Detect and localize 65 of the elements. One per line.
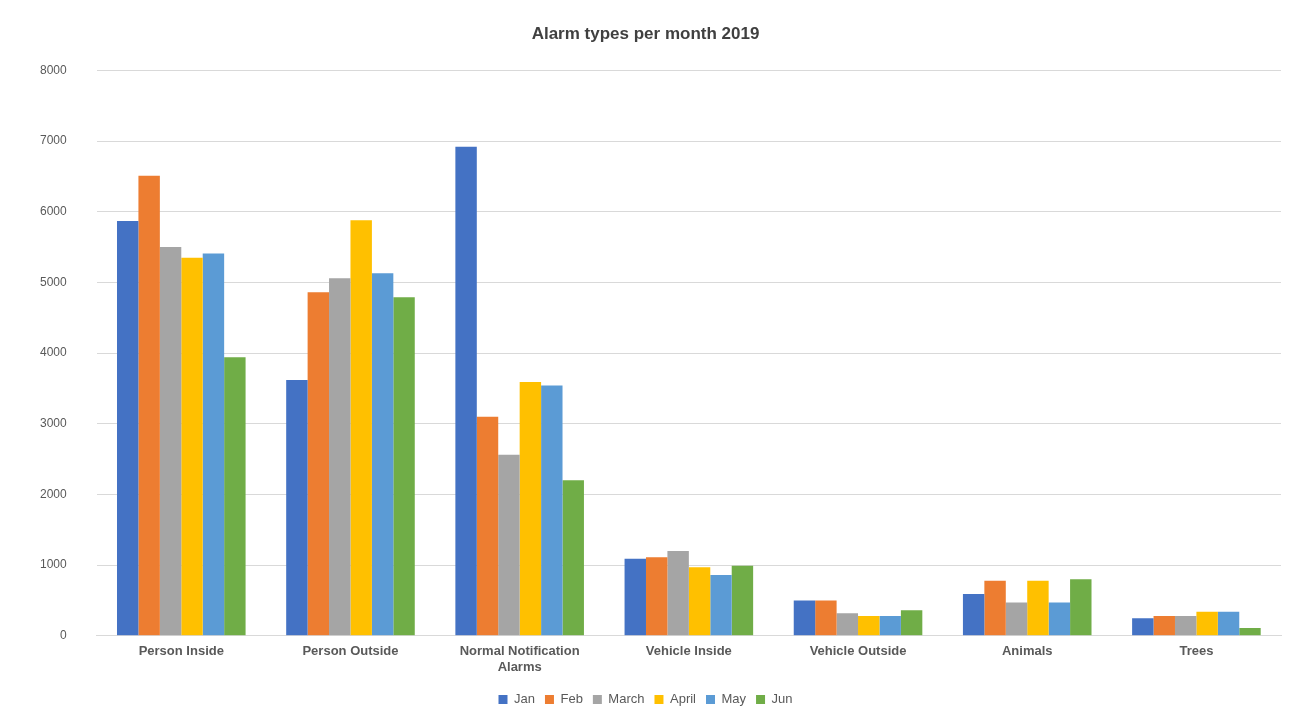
bar (202, 253, 225, 636)
bar (1048, 602, 1071, 636)
bar (815, 600, 837, 636)
legend-label: May (721, 691, 747, 707)
bar (667, 550, 689, 636)
y-tick-label: 1000 (39, 557, 68, 572)
bar (984, 580, 1006, 636)
legend-label: March (608, 691, 645, 707)
bar (710, 575, 732, 636)
bar (350, 220, 372, 636)
x-tick-label: Animals (1001, 643, 1053, 659)
bar (117, 220, 139, 636)
y-tick-label: 2000 (39, 486, 68, 501)
bar (879, 616, 901, 636)
bar (1070, 579, 1092, 636)
bar (455, 146, 477, 636)
bar (1217, 611, 1240, 636)
bar (1027, 580, 1049, 636)
bar (624, 558, 646, 636)
bar (900, 610, 923, 636)
bar (836, 613, 859, 636)
bar (688, 567, 711, 636)
bar (519, 382, 542, 636)
bar (1005, 602, 1028, 636)
y-tick-label: 6000 (39, 204, 68, 219)
bar (1174, 616, 1197, 636)
bar (1132, 618, 1154, 636)
y-tick-label: 0 (60, 628, 68, 643)
bar (371, 273, 394, 636)
x-tick-label: Trees (1179, 643, 1214, 659)
bar (645, 557, 668, 636)
bar (498, 454, 520, 636)
legend-label: Feb (560, 691, 583, 707)
legend-label: Jan (514, 691, 535, 707)
y-tick-label: 5000 (39, 274, 68, 289)
bar (731, 565, 754, 636)
x-tick-label: Person Inside (138, 643, 224, 659)
bar (159, 247, 182, 636)
bar (224, 357, 246, 636)
bar (393, 297, 415, 636)
bar (307, 292, 330, 636)
y-tick-label: 3000 (39, 416, 68, 431)
x-tick-label: Person Outside (302, 643, 399, 659)
bar (476, 416, 499, 636)
y-tick-label: 4000 (39, 345, 68, 360)
legend-label: April (669, 691, 697, 707)
x-tick-label: Normal Notification Alarms (459, 643, 580, 674)
bar (181, 257, 203, 636)
bar (793, 600, 816, 636)
legend-label: Jun (771, 691, 793, 707)
bar (329, 278, 351, 636)
y-tick-label: 8000 (39, 62, 68, 77)
bar (962, 594, 985, 636)
bar (1196, 611, 1218, 636)
bar (1153, 616, 1175, 636)
bar (1239, 628, 1261, 636)
x-tick-label: Vehicle Outside (809, 643, 907, 659)
bar (858, 616, 880, 636)
bar (541, 385, 563, 636)
chart-title: Alarm types per month 2019 (531, 23, 760, 43)
bar (562, 480, 584, 636)
bar (286, 379, 308, 636)
bar (138, 175, 160, 636)
y-tick-label: 7000 (39, 133, 68, 148)
x-tick-label: Vehicle Inside (645, 643, 732, 659)
